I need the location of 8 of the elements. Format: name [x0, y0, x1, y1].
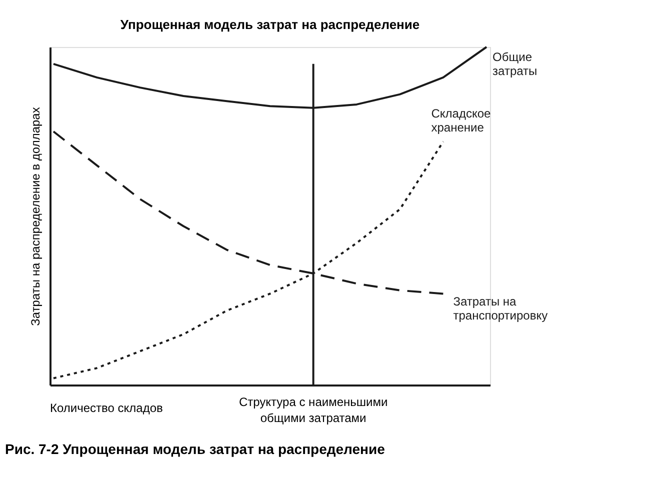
- chart-title: Упрощенная модель затрат на распределение: [120, 17, 420, 32]
- y-axis-title: Затраты на распределение в долларах: [28, 107, 42, 326]
- series-label: Складское хранение: [431, 106, 492, 135]
- text: Рис. 7-2 Упрощенная модель затрат на распределение: [5, 441, 386, 457]
- series-label: Общие затраты: [492, 50, 538, 78]
- x-axis-title: Количество складов: [50, 401, 163, 415]
- text: Структура с наименьшими общими затратами: [238, 395, 388, 425]
- series-label: Затраты на транспортировку: [453, 294, 548, 323]
